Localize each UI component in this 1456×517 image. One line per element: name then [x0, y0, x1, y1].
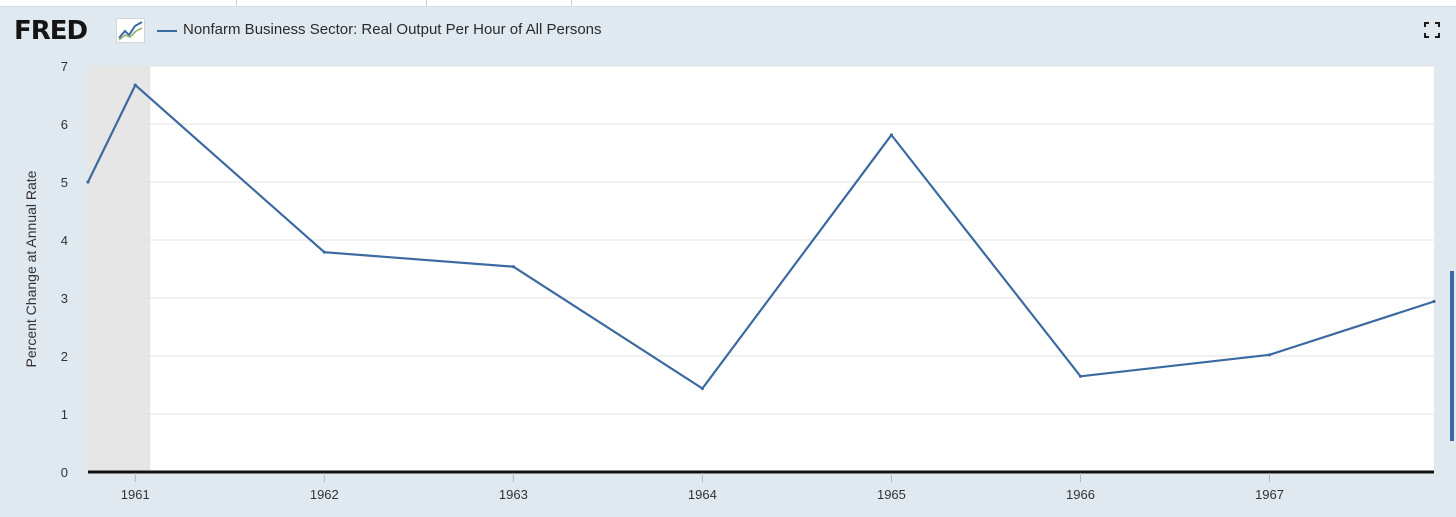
- data-point: [323, 251, 326, 254]
- data-point: [701, 387, 704, 390]
- x-tick-label: 1967: [1255, 487, 1284, 502]
- data-point: [512, 265, 515, 268]
- y-axis-label: Percent Change at Annual Rate: [23, 170, 39, 367]
- x-tick-label: 1965: [877, 487, 906, 502]
- fred-logo[interactable]: FRED: [14, 16, 87, 46]
- y-tick-label: 7: [61, 59, 68, 74]
- x-tick-label: 1962: [310, 487, 339, 502]
- data-point: [134, 84, 137, 87]
- recession-shading: [88, 66, 150, 472]
- y-tick-label: 4: [61, 233, 68, 248]
- data-point: [86, 180, 89, 183]
- y-tick-label: 0: [61, 465, 68, 480]
- y-tick-label: 2: [61, 349, 68, 364]
- y-tick-label: 3: [61, 291, 68, 306]
- side-scroll-tab[interactable]: [1450, 271, 1454, 441]
- data-point: [890, 133, 893, 136]
- x-tick-label: 1963: [499, 487, 528, 502]
- plot-background: [88, 66, 1434, 472]
- line-graph-icon: [116, 18, 146, 44]
- legend-series-label[interactable]: Nonfarm Business Sector: Real Output Per…: [183, 21, 602, 38]
- line-chart: 0 1 2 3 4 5 6 7 1961 1962 1963 1964 1965 1966 1967 Per…: [0, 56, 1456, 512]
- chart-area: 0 1 2 3 4 5 6 7 1961 1962 1963 1964 1965 1966 1967 Per…: [0, 56, 1456, 512]
- data-point: [1268, 353, 1271, 356]
- x-tick-label: 1961: [121, 487, 150, 502]
- fullscreen-icon[interactable]: [1424, 22, 1440, 38]
- chart-header: FRED Nonfarm Business Sector: Real Outpu…: [0, 6, 1456, 56]
- data-point: [1079, 375, 1082, 378]
- x-tick-label: 1966: [1066, 487, 1095, 502]
- x-tick-label: 1964: [688, 487, 717, 502]
- y-tick-label: 5: [61, 175, 68, 190]
- data-point: [1432, 300, 1435, 303]
- legend-swatch: [157, 30, 177, 32]
- y-tick-label: 1: [61, 407, 68, 422]
- y-tick-label: 6: [61, 117, 68, 132]
